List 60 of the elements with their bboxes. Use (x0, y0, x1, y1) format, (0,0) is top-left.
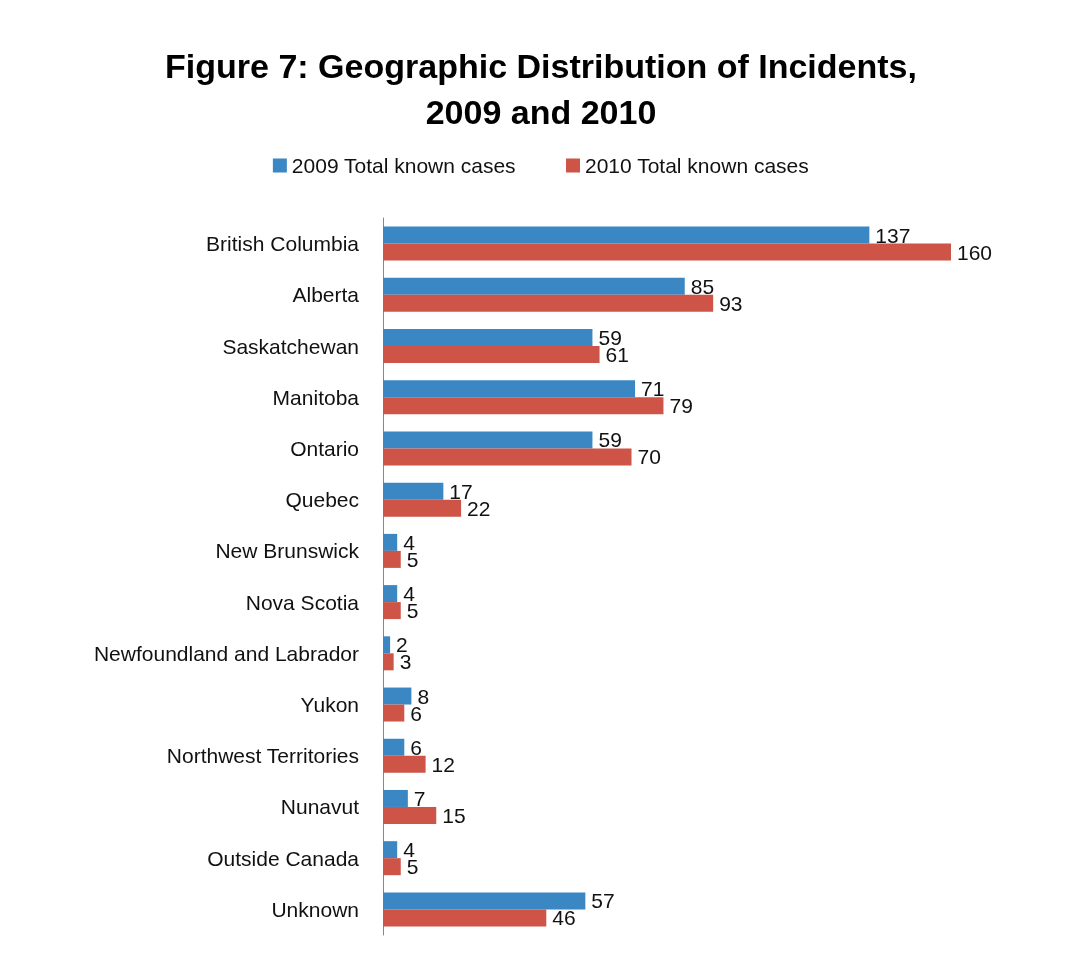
data-label: 85 (690, 274, 715, 298)
y-tick-label: Ontario (290, 436, 359, 460)
data-label: 137 (875, 223, 911, 247)
legend-label: 2009 Total known cases (291, 154, 516, 177)
y-tick-label: Unknown (271, 897, 359, 921)
chart-title: Figure 7: Geographic Distribution of Incidents, 2009 and 2010 (165, 47, 917, 131)
bar (383, 738, 405, 756)
data-label: 59 (598, 428, 622, 452)
y-tick-label: Nunavut (280, 795, 360, 819)
y-tick-label: Manitoba (272, 385, 360, 409)
bar (383, 431, 593, 449)
bar (383, 858, 401, 876)
bar (383, 329, 593, 347)
bar (383, 397, 664, 415)
y-tick-label: Newfoundland and Labrador (93, 641, 359, 665)
bar (383, 892, 586, 910)
data-label: 7 (413, 786, 426, 810)
data-label: 6 (410, 735, 422, 759)
bar (383, 482, 444, 500)
y-tick-label: Alberta (292, 283, 360, 307)
bar (383, 550, 401, 568)
y-tick-label: Quebec (285, 488, 359, 512)
bar (383, 243, 951, 261)
bar (383, 448, 632, 466)
data-label: 71 (641, 377, 665, 401)
data-label: 70 (637, 445, 661, 469)
bar (383, 585, 398, 603)
bar (383, 704, 405, 722)
bar (383, 602, 401, 620)
y-tick-label: British Columbia (206, 232, 360, 256)
y-tick-label: Yukon (300, 693, 359, 717)
bar (383, 755, 426, 773)
y-tick-label: Outside Canada (207, 846, 360, 870)
bar (383, 346, 600, 364)
y-tick-label: Saskatchewan (222, 334, 359, 358)
data-label: 79 (669, 394, 693, 418)
bar (383, 687, 412, 705)
y-tick-label: New Brunswick (215, 539, 360, 563)
bar (383, 294, 714, 312)
bar (383, 653, 394, 671)
bar (383, 841, 398, 859)
bar (383, 636, 391, 654)
bar (383, 789, 408, 807)
data-label: 93 (719, 291, 743, 315)
bar (383, 806, 437, 824)
data-label: 160 (957, 240, 993, 264)
y-tick-label: Nova Scotia (245, 590, 360, 614)
legend-label: 2010 Total known cases (585, 154, 809, 177)
data-label: 12 (431, 752, 455, 776)
data-label: 57 (591, 889, 615, 913)
bar (383, 533, 398, 551)
bar (383, 277, 685, 295)
data-label: 46 (552, 906, 576, 930)
bar (383, 499, 462, 517)
bar (383, 380, 636, 398)
data-label: 8 (417, 684, 430, 708)
bar (383, 909, 547, 927)
bar (383, 226, 870, 244)
data-label: 15 (442, 803, 466, 827)
y-tick-label: Northwest Territories (166, 744, 359, 768)
